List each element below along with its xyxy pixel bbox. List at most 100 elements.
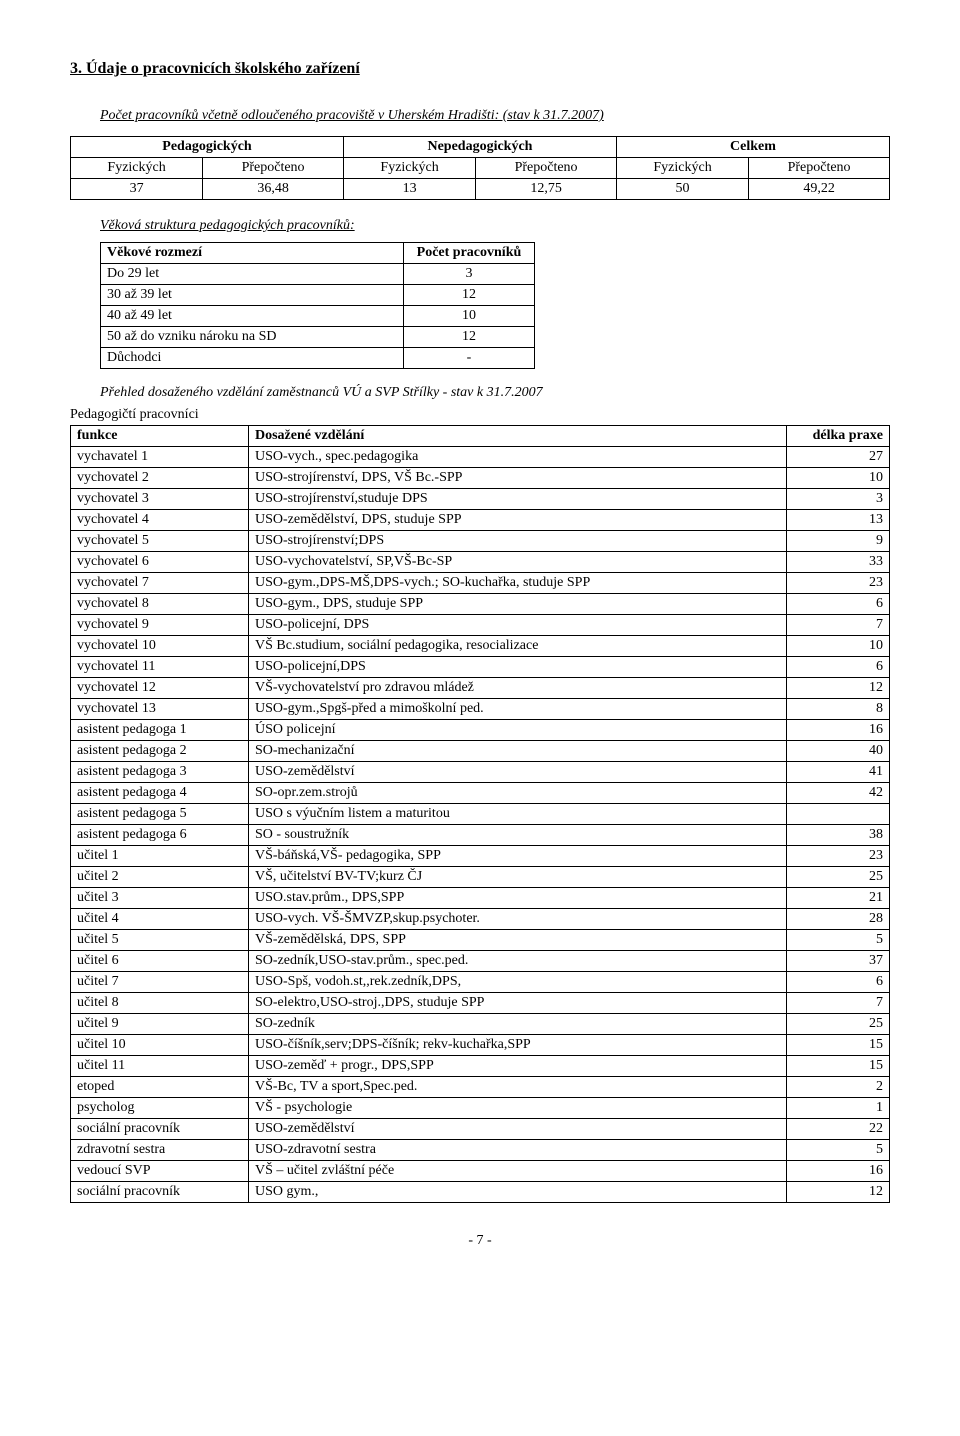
- table-cell: USO-gym.,Spgš-před a mimoškolní ped.: [249, 699, 787, 720]
- table-cell: učitel 3: [71, 888, 249, 909]
- table-cell: 49,22: [749, 179, 890, 200]
- table-cell: USO-vych., spec.pedagogika: [249, 447, 787, 468]
- table-cell: 7: [787, 993, 890, 1014]
- table-cell: 23: [787, 573, 890, 594]
- table-cell: USO-strojírenství;DPS: [249, 531, 787, 552]
- table-cell: VŠ-Bc, TV a sport,Spec.ped.: [249, 1077, 787, 1098]
- table-cell: 8: [787, 699, 890, 720]
- table-cell: SO-zedník,USO-stav.prům., spec.ped.: [249, 951, 787, 972]
- table-cell: Přepočteno: [476, 158, 617, 179]
- table-cell: 36,48: [203, 179, 344, 200]
- education-table: funkce Dosažené vzdělání délka praxe vyc…: [70, 425, 890, 1203]
- table-cell: 50: [616, 179, 748, 200]
- table-cell: asistent pedagoga 6: [71, 825, 249, 846]
- table-cell: učitel 8: [71, 993, 249, 1014]
- table-cell: 38: [787, 825, 890, 846]
- table-cell: zdravotní sestra: [71, 1140, 249, 1161]
- table-cell: 10: [404, 306, 534, 327]
- col-pedagog: Pedagogických: [71, 137, 344, 158]
- table-cell: vychovatel 6: [71, 552, 249, 573]
- table-cell: asistent pedagoga 4: [71, 783, 249, 804]
- table-cell: Fyzických: [616, 158, 748, 179]
- table-cell: učitel 11: [71, 1056, 249, 1077]
- table-cell: 12,75: [476, 179, 617, 200]
- table-cell: USO-policejní, DPS: [249, 615, 787, 636]
- table-cell: asistent pedagoga 5: [71, 804, 249, 825]
- page-footer: - 7 -: [70, 1233, 890, 1249]
- table-cell: 27: [787, 447, 890, 468]
- intro-paragraph: Počet pracovníků včetně odloučeného prac…: [100, 108, 890, 124]
- age-structure-table: Věkové rozmezí Počet pracovníků Do 29 le…: [100, 242, 535, 369]
- table-cell: etoped: [71, 1077, 249, 1098]
- table-cell: 41: [787, 762, 890, 783]
- table-cell: USO-gym., DPS, studuje SPP: [249, 594, 787, 615]
- table-cell: USO-zdravotní sestra: [249, 1140, 787, 1161]
- table-cell: USO-vychovatelství, SP,VŠ-Bc-SP: [249, 552, 787, 573]
- table-cell: USO s výučním listem a maturitou: [249, 804, 787, 825]
- table-cell: 21: [787, 888, 890, 909]
- table-cell: SO-elektro,USO-stroj.,DPS, studuje SPP: [249, 993, 787, 1014]
- table-header: délka praxe: [787, 426, 890, 447]
- table-cell: 12: [404, 285, 534, 306]
- table-cell: 3: [787, 489, 890, 510]
- table-cell: USO-zemědělství, DPS, studuje SPP: [249, 510, 787, 531]
- table-cell: vychovatel 3: [71, 489, 249, 510]
- table-cell: učitel 9: [71, 1014, 249, 1035]
- table-cell: vychovatel 5: [71, 531, 249, 552]
- table-cell: 7: [787, 615, 890, 636]
- table-cell: 15: [787, 1056, 890, 1077]
- table-header: Věkové rozmezí: [101, 243, 404, 264]
- table-cell: [787, 804, 890, 825]
- table-cell: VŠ, učitelství BV-TV;kurz ČJ: [249, 867, 787, 888]
- table-cell: 16: [787, 720, 890, 741]
- table-cell: ÚSO policejní: [249, 720, 787, 741]
- table-cell: sociální pracovník: [71, 1182, 249, 1203]
- table-cell: 37: [71, 179, 203, 200]
- page-heading: 3. Údaje o pracovnicích školského zaříze…: [70, 60, 890, 78]
- table-cell: 16: [787, 1161, 890, 1182]
- table-header: Dosažené vzdělání: [249, 426, 787, 447]
- table-cell: vedoucí SVP: [71, 1161, 249, 1182]
- table-cell: vychovatel 2: [71, 468, 249, 489]
- table-cell: USO-strojírenství, DPS, VŠ Bc.-SPP: [249, 468, 787, 489]
- staff-count-table: Pedagogických Nepedagogických Celkem Fyz…: [70, 136, 890, 200]
- table-cell: 6: [787, 657, 890, 678]
- table-cell: USO-strojírenství,studuje DPS: [249, 489, 787, 510]
- table-cell: 42: [787, 783, 890, 804]
- table-cell: 3: [404, 264, 534, 285]
- table-cell: 25: [787, 867, 890, 888]
- education-overview-heading: Přehled dosaženého vzdělání zaměstnanců …: [100, 385, 890, 401]
- table-cell: USO-zemědělství: [249, 762, 787, 783]
- pedagog-staff-label: Pedagogičtí pracovníci: [70, 407, 890, 423]
- table-cell: vychovatel 8: [71, 594, 249, 615]
- table-cell: 6: [787, 972, 890, 993]
- table-cell: 12: [787, 1182, 890, 1203]
- table-cell: Do 29 let: [101, 264, 404, 285]
- table-cell: 10: [787, 468, 890, 489]
- table-cell: 33: [787, 552, 890, 573]
- table-cell: 40: [787, 741, 890, 762]
- table-cell: 1: [787, 1098, 890, 1119]
- table-cell: Fyzických: [71, 158, 203, 179]
- table-cell: učitel 10: [71, 1035, 249, 1056]
- table-cell: učitel 4: [71, 909, 249, 930]
- col-nepedagog: Nepedagogických: [343, 137, 616, 158]
- table-cell: 25: [787, 1014, 890, 1035]
- table-cell: vychovatel 10: [71, 636, 249, 657]
- table-cell: Přepočteno: [749, 158, 890, 179]
- table-cell: 9: [787, 531, 890, 552]
- table-cell: 12: [404, 327, 534, 348]
- table-cell: USO gym.,: [249, 1182, 787, 1203]
- table-cell: vychavatel 1: [71, 447, 249, 468]
- table-cell: 40 až 49 let: [101, 306, 404, 327]
- table-cell: USO-vych. VŠ-ŠMVZP,skup.psychoter.: [249, 909, 787, 930]
- table-cell: učitel 7: [71, 972, 249, 993]
- table-cell: VŠ – učitel zvláštní péče: [249, 1161, 787, 1182]
- table-cell: 5: [787, 930, 890, 951]
- table-cell: SO-opr.zem.strojů: [249, 783, 787, 804]
- col-total: Celkem: [616, 137, 889, 158]
- table-cell: SO - soustružník: [249, 825, 787, 846]
- table-cell: 2: [787, 1077, 890, 1098]
- table-cell: 28: [787, 909, 890, 930]
- table-cell: asistent pedagoga 3: [71, 762, 249, 783]
